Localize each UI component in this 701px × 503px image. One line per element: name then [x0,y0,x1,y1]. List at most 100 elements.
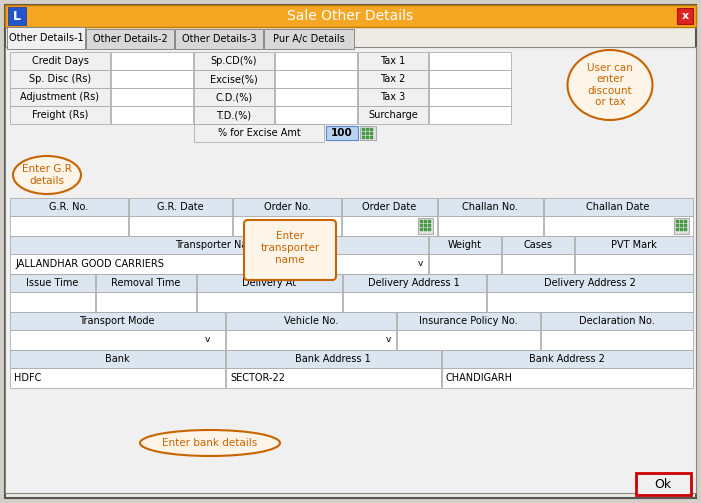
Bar [10,274,95,292]
Bar [194,124,324,142]
Text: x: x [681,11,688,21]
Text: Removal Time: Removal Time [111,278,181,288]
Bar [129,198,232,216]
Bar [541,330,693,350]
Bar [575,254,693,274]
Text: Transport Mode: Transport Mode [79,316,155,326]
Bar [418,218,433,234]
Polygon shape [282,222,298,234]
Text: Transporter Name: Transporter Name [175,240,263,250]
Bar [541,312,693,330]
Bar [487,292,693,312]
Text: Order No.: Order No. [264,202,311,212]
Bar [438,198,543,216]
Bar [362,132,365,135]
Bar [362,136,365,139]
Bar [10,198,128,216]
Text: Sp.CD(%): Sp.CD(%) [211,56,257,66]
Text: Bank Address 2: Bank Address 2 [529,354,605,364]
Bar [360,126,376,140]
Ellipse shape [140,430,280,456]
Text: G.R. Date: G.R. Date [157,202,203,212]
Bar [197,274,342,292]
Text: Bank Address 1: Bank Address 1 [295,354,371,364]
Text: Delivery Address 2: Delivery Address 2 [544,278,636,288]
Text: Weight: Weight [448,240,482,250]
Text: v: v [204,336,210,345]
Text: 100: 100 [331,128,353,138]
Text: Cases: Cases [524,240,552,250]
Bar [676,220,679,223]
Bar [194,70,274,88]
Bar [370,136,373,139]
Bar [420,228,423,231]
Bar [275,106,357,124]
Bar [175,29,263,49]
Bar [226,350,441,368]
Text: Credit Days: Credit Days [32,56,88,66]
Bar [197,292,342,312]
Text: Enter
transporter
name: Enter transporter name [260,231,320,265]
Text: Delivery At: Delivery At [242,278,296,288]
Bar [358,88,428,106]
Bar [424,224,427,227]
Bar [366,128,369,131]
Bar [10,312,225,330]
Bar [684,220,687,223]
Text: CHANDIGARH: CHANDIGARH [446,373,513,383]
Bar [366,136,369,139]
Bar [429,106,511,124]
Bar [10,254,428,274]
Bar [343,274,486,292]
Text: JALLANDHAR GOOD CARRIERS: JALLANDHAR GOOD CARRIERS [15,259,164,269]
Bar [424,220,427,223]
Bar [194,88,274,106]
Bar [96,274,196,292]
Text: Pur A/c Details: Pur A/c Details [273,34,345,44]
Bar [96,292,196,312]
Bar [677,8,693,24]
Text: HDFC: HDFC [14,373,41,383]
Bar [5,47,696,493]
Bar [575,236,693,254]
Bar [358,52,428,70]
Bar [397,330,540,350]
Bar [10,216,128,236]
Bar [544,198,693,216]
Bar [676,228,679,231]
Bar [10,106,110,124]
Ellipse shape [13,156,81,194]
Bar [10,70,110,88]
Text: C.D.(%): C.D.(%) [215,92,252,102]
Text: Sale Other Details: Sale Other Details [287,9,413,23]
Bar [487,274,693,292]
Bar [429,52,511,70]
Bar [420,220,423,223]
Bar [429,254,501,274]
Text: Ok: Ok [655,477,672,490]
Text: Delivery Address 1: Delivery Address 1 [368,278,460,288]
Text: Challan No.: Challan No. [462,202,518,212]
Bar [442,368,693,388]
Text: T.D.(%): T.D.(%) [217,110,252,120]
Bar [502,236,574,254]
Bar [275,70,357,88]
Bar [226,368,441,388]
Bar [10,350,225,368]
Bar [442,350,693,368]
Bar [680,224,683,227]
Bar [362,128,365,131]
Text: v: v [386,336,390,345]
Ellipse shape [568,50,653,120]
Bar [326,126,358,140]
Text: User can
enter
discount
or tax: User can enter discount or tax [587,62,633,108]
Text: Other Details-1: Other Details-1 [8,33,83,43]
Bar [275,88,357,106]
Text: Sp. Disc (Rs): Sp. Disc (Rs) [29,74,91,84]
Text: Challan Date: Challan Date [586,202,650,212]
Bar [233,216,341,236]
Bar [10,88,110,106]
Text: L: L [13,10,21,23]
Bar [428,228,431,231]
Text: G.R. No.: G.R. No. [49,202,88,212]
